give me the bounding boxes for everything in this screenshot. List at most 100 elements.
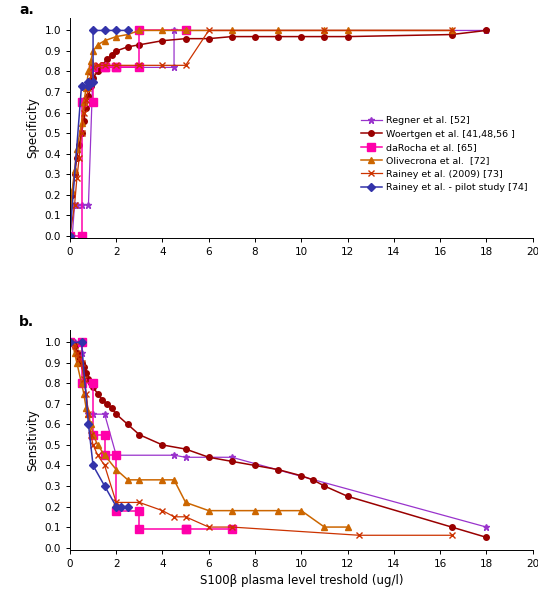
Woertgen et al. [41,48,56 ] [275,33,281,40]
Woertgen et al. [41,48,56 ] [206,454,212,461]
Olivecrona et al.  [72] [83,405,89,412]
Regner et al. [52] [171,452,178,459]
daRocha et al. [65] [79,339,85,346]
Rainey et al. - pilot study [74] [124,503,131,510]
Woertgen et al. [41,48,56 ] [159,442,166,449]
Regner et al. [52] [67,232,73,239]
Woertgen et al. [41,48,56 ] [136,431,143,439]
Line: daRocha et al. [65]: daRocha et al. [65] [66,26,190,240]
Woertgen et al. [41,48,56 ] [182,445,189,452]
Woertgen et al. [41,48,56 ] [76,142,82,149]
daRocha et al. [65] [136,525,143,533]
Rainey et al. (2009) [73] [182,62,189,69]
Olivecrona et al.  [72] [229,507,235,514]
Woertgen et al. [41,48,56 ] [182,35,189,42]
Rainey et al. - pilot study [74] [90,462,96,469]
Woertgen et al. [41,48,56 ] [81,117,87,124]
daRocha et al. [65] [90,64,96,71]
Regner et al. [52] [67,339,73,346]
Olivecrona et al.  [72] [344,524,351,531]
Regner et al. [52] [101,411,108,418]
Olivecrona et al.  [72] [124,31,131,38]
Olivecrona et al.  [72] [95,41,101,48]
Rainey et al. (2009) [73] [90,442,96,449]
Rainey et al. (2009) [73] [101,462,108,469]
Woertgen et al. [41,48,56 ] [90,74,96,82]
Rainey et al. - pilot study [74] [113,27,119,34]
Olivecrona et al.  [72] [88,421,94,428]
Woertgen et al. [41,48,56 ] [229,458,235,465]
Olivecrona et al.  [72] [321,27,328,34]
daRocha et al. [65] [136,27,143,34]
Regner et al. [52] [101,64,108,71]
Woertgen et al. [41,48,56 ] [309,476,316,483]
Olivecrona et al.  [72] [182,499,189,506]
Line: Rainey et al. (2009) [73]: Rainey et al. (2009) [73] [67,339,455,539]
Rainey et al. - pilot study [74] [101,27,108,34]
Olivecrona et al.  [72] [81,390,87,397]
Regner et al. [52] [483,27,490,34]
Olivecrona et al.  [72] [79,380,85,387]
Olivecrona et al.  [72] [85,411,91,418]
daRocha et al. [65] [101,452,108,459]
Olivecrona et al.  [72] [275,507,281,514]
Rainey et al. (2009) [73] [90,64,96,71]
Woertgen et al. [41,48,56 ] [76,355,82,362]
Woertgen et al. [41,48,56 ] [85,92,91,100]
Rainey et al. (2009) [73] [88,72,94,79]
Rainey et al. - pilot study [74] [124,27,131,34]
Rainey et al. - pilot study [74] [67,339,73,346]
Regner et al. [52] [85,411,91,418]
Rainey et al. (2009) [73] [321,27,328,34]
Woertgen et al. [41,48,56 ] [449,31,455,38]
Woertgen et al. [41,48,56 ] [83,370,89,377]
Rainey et al. - pilot study [74] [90,27,96,34]
Rainey et al. (2009) [73] [83,97,89,104]
Woertgen et al. [41,48,56 ] [69,191,75,198]
Woertgen et al. [41,48,56 ] [252,462,258,469]
Woertgen et al. [41,48,56 ] [83,105,89,112]
Olivecrona et al.  [72] [88,57,94,65]
Text: a.: a. [19,3,34,17]
Regner et al. [52] [483,524,490,531]
Olivecrona et al.  [72] [95,442,101,449]
Woertgen et al. [41,48,56 ] [159,37,166,44]
daRocha et al. [65] [113,64,119,71]
Regner et al. [52] [74,201,80,208]
Woertgen et al. [41,48,56 ] [88,82,94,89]
Olivecrona et al.  [72] [136,476,143,483]
Text: b.: b. [19,315,34,329]
daRocha et al. [65] [79,232,85,239]
Rainey et al. (2009) [73] [95,62,101,69]
Woertgen et al. [41,48,56 ] [321,33,328,40]
Regner et al. [52] [182,454,189,461]
Regner et al. [52] [74,349,80,356]
Line: Rainey et al. - pilot study [74]: Rainey et al. - pilot study [74] [67,28,131,239]
Rainey et al. (2009) [73] [449,532,455,539]
Woertgen et al. [41,48,56 ] [298,33,305,40]
Line: Rainey et al. - pilot study [74]: Rainey et al. - pilot study [74] [67,339,131,509]
Line: Woertgen et al. [41,48,56 ]: Woertgen et al. [41,48,56 ] [67,28,489,239]
Rainey et al. - pilot study [74] [79,82,85,89]
daRocha et al. [65] [101,64,108,71]
Woertgen et al. [41,48,56 ] [90,384,96,391]
Woertgen et al. [41,48,56 ] [74,154,80,161]
Regner et al. [52] [90,64,96,71]
Olivecrona et al.  [72] [229,27,235,34]
daRocha et al. [65] [79,380,85,387]
Olivecrona et al.  [72] [69,339,75,346]
Olivecrona et al.  [72] [101,37,108,44]
Olivecrona et al.  [72] [321,524,328,531]
Rainey et al. - pilot study [74] [85,78,91,85]
daRocha et al. [65] [90,380,96,387]
Rainey et al. (2009) [73] [67,232,73,239]
daRocha et al. [65] [136,507,143,514]
Olivecrona et al.  [72] [90,47,96,54]
Rainey et al. (2009) [73] [74,349,80,356]
Rainey et al. - pilot study [74] [118,503,124,510]
Olivecrona et al.  [72] [74,146,80,153]
X-axis label: S100β plasma level treshold (ug/l): S100β plasma level treshold (ug/l) [200,574,403,587]
Rainey et al. - pilot study [74] [85,82,91,89]
Woertgen et al. [41,48,56 ] [124,421,131,428]
Regner et al. [52] [79,201,85,208]
